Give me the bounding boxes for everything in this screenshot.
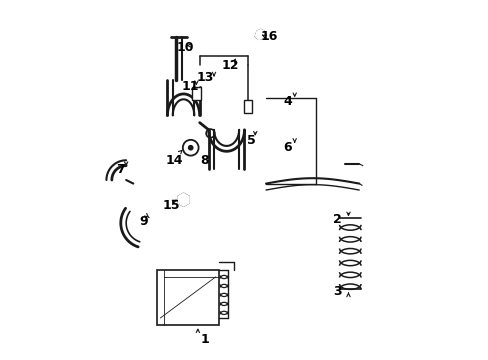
Text: 10: 10 <box>176 41 194 54</box>
Text: 2: 2 <box>333 213 342 226</box>
Text: 15: 15 <box>162 199 180 212</box>
FancyBboxPatch shape <box>244 100 252 113</box>
Text: 11: 11 <box>182 80 199 93</box>
Polygon shape <box>178 193 189 206</box>
Text: 13: 13 <box>196 71 213 84</box>
Text: 14: 14 <box>165 154 183 167</box>
Text: 7: 7 <box>116 163 125 176</box>
Circle shape <box>187 144 194 151</box>
Bar <box>156 270 219 325</box>
FancyBboxPatch shape <box>192 87 201 100</box>
Circle shape <box>188 145 192 150</box>
Text: 3: 3 <box>333 285 341 298</box>
Text: 6: 6 <box>283 141 291 154</box>
Text: 8: 8 <box>201 154 209 167</box>
Text: 12: 12 <box>221 59 239 72</box>
Text: 5: 5 <box>247 134 256 147</box>
Text: 9: 9 <box>140 215 148 228</box>
Polygon shape <box>255 30 265 40</box>
Text: 4: 4 <box>283 95 291 108</box>
Text: 1: 1 <box>200 333 209 346</box>
Text: 16: 16 <box>261 30 278 43</box>
